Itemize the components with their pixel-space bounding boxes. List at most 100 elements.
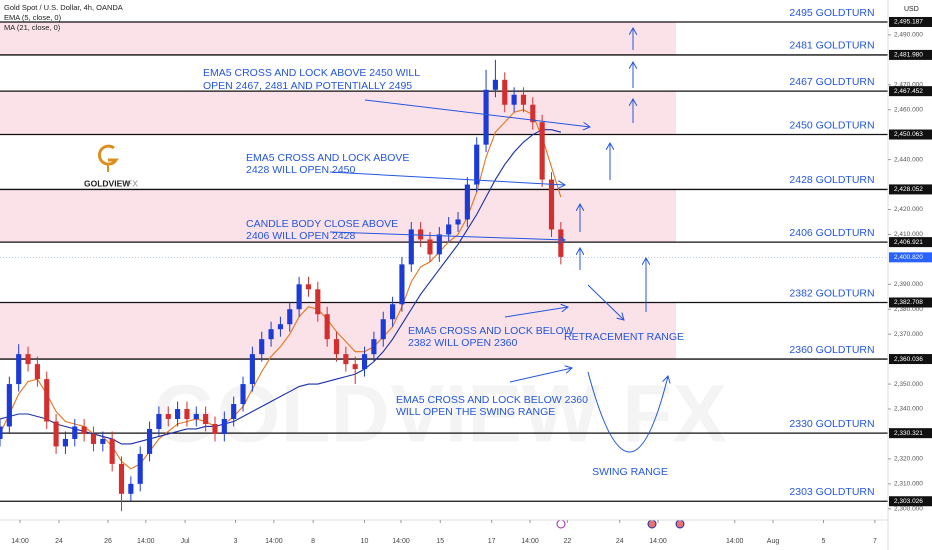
candle-body (539, 122, 545, 180)
x-tick-label: 26 (104, 538, 112, 545)
candle-body (427, 239, 433, 255)
level-tag (889, 129, 932, 140)
annotation: 2406 WILL OPEN 2428 (246, 230, 356, 242)
level-name: 2467 GOLDTURN (789, 76, 874, 88)
level-tag-label: 2,330.321 (894, 430, 923, 437)
x-tick-label: 17 (488, 538, 496, 545)
annotation: WILL OPEN THE SWING RANGE (396, 406, 555, 418)
candle-body (175, 409, 181, 419)
candle-body (212, 423, 218, 434)
candle-body (455, 219, 461, 225)
level-name: 2360 GOLDTURN (789, 344, 874, 356)
x-tick-label: 14:00 (11, 538, 29, 545)
y-tick-label: 2,410.000 (894, 231, 923, 238)
candle-body (156, 414, 162, 429)
candle-body (118, 463, 125, 494)
candle-body (146, 428, 153, 454)
x-tick-label: 3 (234, 538, 238, 545)
candle-body (380, 319, 386, 340)
candle-body (333, 339, 340, 355)
annotation: 2382 WILL OPEN 2360 (408, 337, 518, 349)
annotation: EMA5 CROSS AND LOCK ABOVE 2450 WILL (203, 67, 420, 79)
annotation: EMA5 CROSS AND LOCK ABOVE (246, 152, 409, 164)
level-tag (889, 297, 932, 308)
arrows (329, 28, 668, 453)
candle-body (352, 364, 358, 370)
x-tick-label: 7 (873, 538, 877, 545)
level-name: 2406 GOLDTURN (789, 227, 874, 239)
annotation: EMA5 CROSS AND LOCK BELOW 2360 (396, 394, 588, 406)
annotations: EMA5 CROSS AND LOCK ABOVE 2450 WILL OPEN… (203, 67, 684, 478)
level-name: 2382 GOLDTURN (789, 287, 874, 299)
candle-body (221, 418, 227, 434)
x-tick-label: 14:00 (726, 538, 744, 545)
candle-body (464, 184, 470, 220)
x-tick-label: 14:00 (649, 538, 667, 545)
y-tick-label: 2,460.000 (894, 106, 923, 113)
candle-body (296, 284, 302, 310)
candle-body (446, 224, 452, 235)
legend-entry: MA (21, close, 0) (4, 23, 61, 32)
x-tick-label: Aug (767, 538, 780, 545)
level-tag-label: 2,406.921 (894, 239, 923, 246)
candle-body (0, 426, 3, 439)
x-tick-label: 24 (55, 538, 63, 545)
candle-body (90, 433, 97, 444)
y-tick-label: 2,380.000 (894, 306, 923, 313)
candle-body (109, 438, 115, 464)
y-tick-label: 2,340.000 (894, 406, 923, 413)
logo-name: GOLDVIEW (84, 178, 131, 188)
level-tag-label: 2,428.052 (894, 186, 923, 193)
candle-body (343, 354, 349, 365)
level-tag (889, 184, 932, 195)
annotation: CANDLE BODY CLOSE ABOVE (246, 218, 398, 230)
last-price-label: 2,400.820 (894, 254, 923, 261)
annotation: SWING RANGE (592, 466, 668, 478)
y-tick-label: 2,350.000 (894, 381, 923, 388)
level-tag-label: 2,360.036 (894, 356, 923, 363)
candle-body (203, 414, 209, 424)
watermark: GOLDVIEW FX (153, 369, 727, 460)
candle-body (483, 89, 489, 145)
candle-body (277, 324, 283, 330)
candle-body (193, 414, 199, 419)
y-tick-label: 2,440.000 (894, 156, 923, 163)
candle-body (418, 229, 424, 240)
level-tag (889, 496, 932, 507)
x-tick-label: 14:00 (392, 538, 410, 545)
candle-body (165, 414, 171, 419)
event-icons (556, 519, 685, 529)
candle-body (548, 179, 555, 230)
candle-body (399, 264, 405, 305)
candle-body (100, 438, 106, 444)
level-tag (889, 86, 932, 97)
zone (0, 91, 676, 135)
currency: USD (904, 6, 919, 13)
level-name: 2481 GOLDTURN (789, 40, 874, 52)
candle-body (371, 339, 377, 355)
candle-body (436, 234, 442, 255)
level-name: 2330 GOLDTURN (789, 418, 874, 430)
last-price-tag (889, 252, 932, 263)
level-name: 2495 GOLDTURN (789, 7, 874, 19)
y-tick-label: 2,310.000 (894, 481, 923, 488)
candle-body (53, 421, 59, 447)
level-tag-label: 2,382.708 (894, 299, 923, 306)
candle-body (511, 94, 517, 105)
level-tag-label: 2,481.980 (894, 52, 923, 59)
candle-body (315, 289, 321, 315)
annotation: OPEN 2467, 2481 AND POTENTIALLY 2495 (203, 80, 412, 92)
candle-body (6, 384, 12, 427)
candle-body (530, 104, 536, 123)
candle-body (361, 354, 368, 370)
candle-body (62, 438, 69, 447)
candle-body (408, 229, 414, 265)
level-tag (889, 16, 932, 27)
candle-body (287, 309, 293, 325)
x-tick-label: 14:00 (521, 538, 539, 545)
candle-body (240, 384, 246, 405)
x-tick-label: 8 (311, 538, 315, 545)
zone (0, 21, 676, 55)
candle-body (25, 354, 31, 365)
